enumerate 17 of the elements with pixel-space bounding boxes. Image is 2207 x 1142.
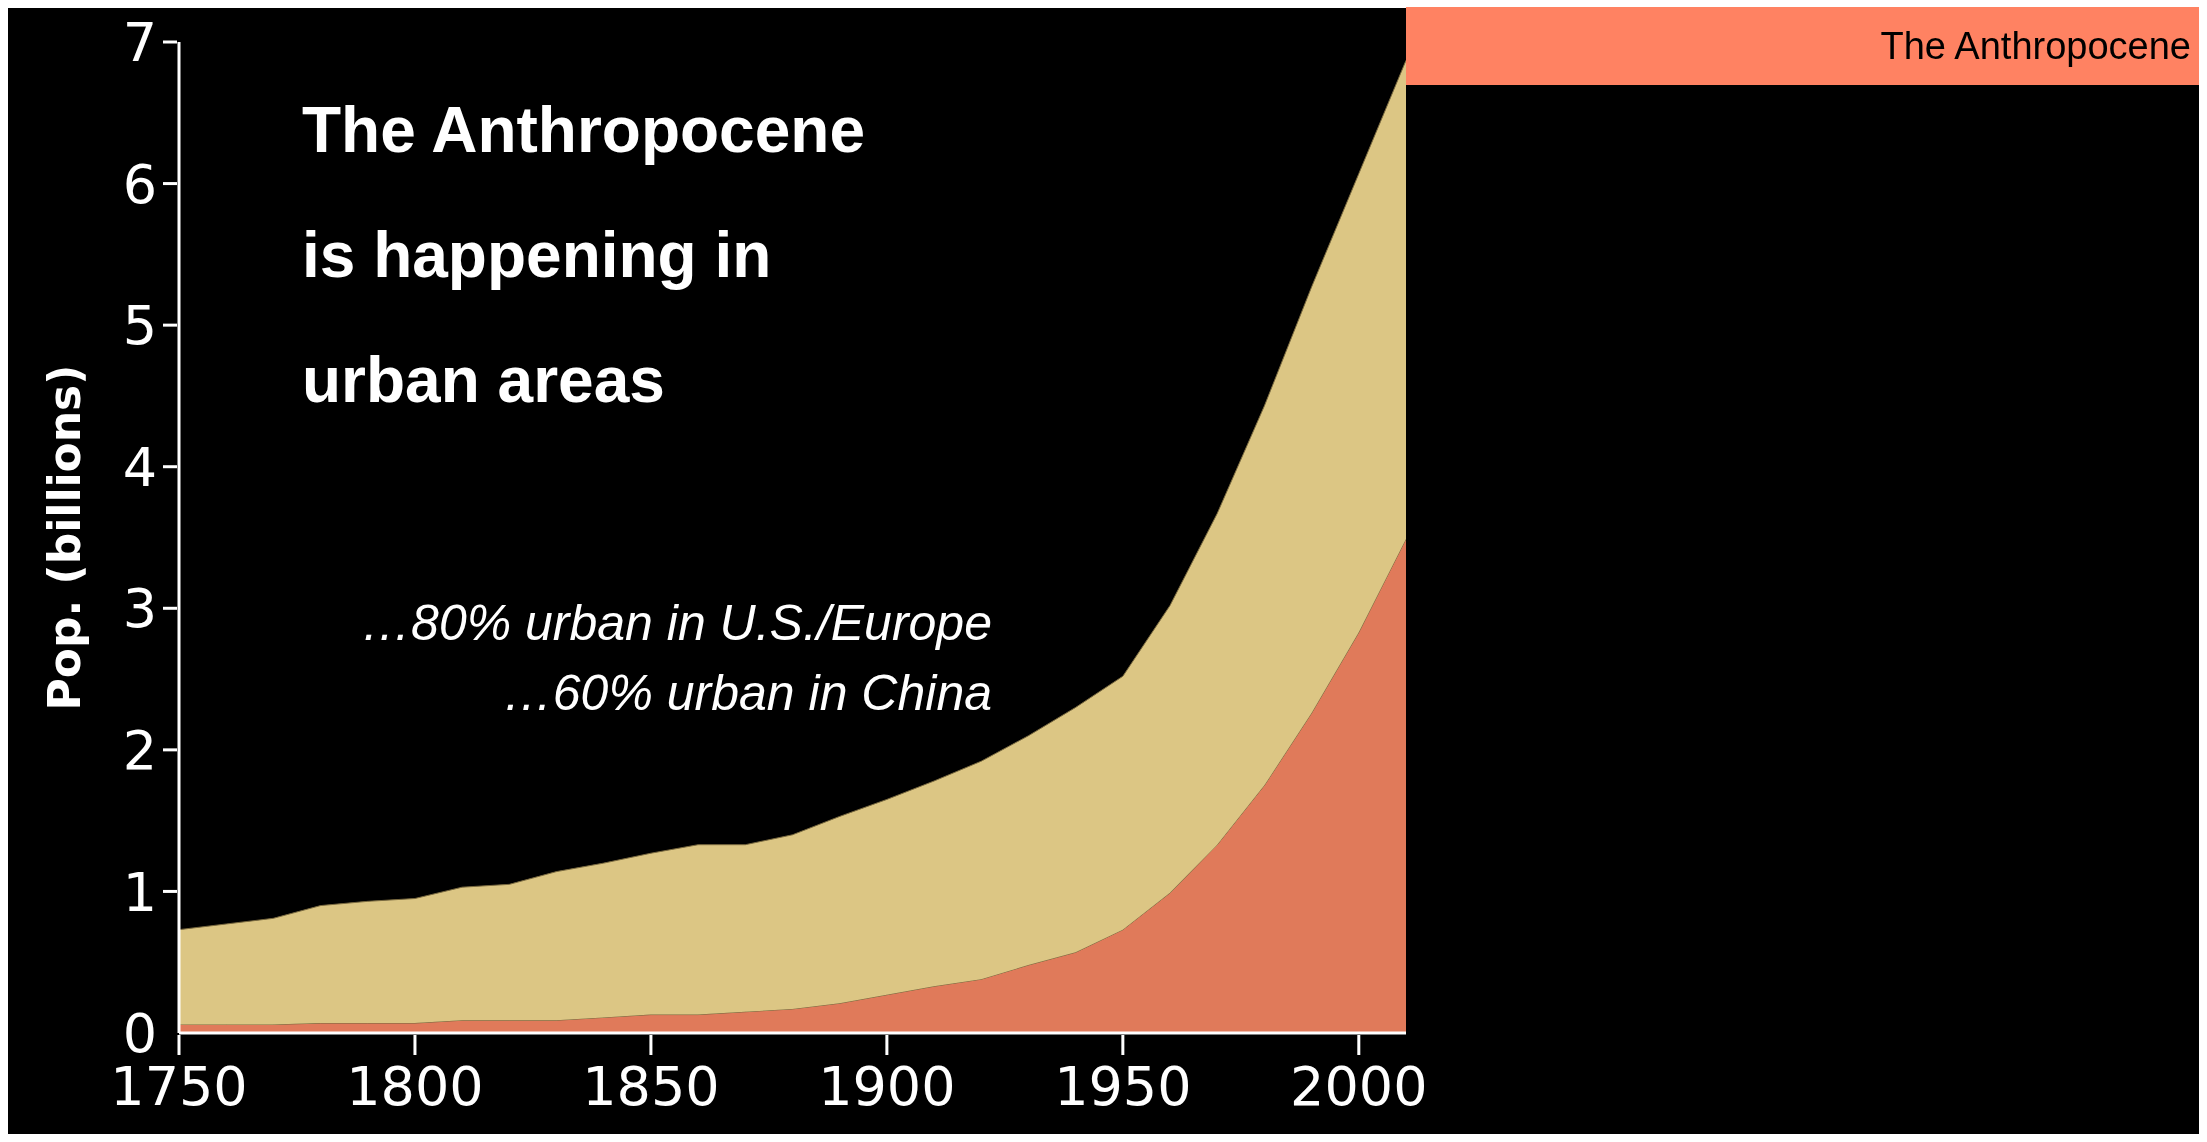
y-tick-label: 4 (122, 435, 157, 499)
y-tick-label: 6 (122, 152, 157, 216)
x-tick-label: 1850 (582, 1055, 720, 1118)
y-tick-label: 2 (122, 719, 157, 783)
y-tick-label: 7 (122, 11, 157, 75)
x-tick-label: 1950 (1054, 1055, 1192, 1118)
annotation: …80% urban in U.S./Europe (361, 594, 992, 653)
y-tick-label: 5 (122, 294, 157, 358)
y-axis-title: Pop. (billions) (38, 364, 90, 711)
y-tick-label: 3 (122, 577, 157, 641)
text: The Anthropocene (1406, 7, 2199, 85)
y-tick-label: 1 (122, 860, 157, 924)
x-tick-label: 2000 (1290, 1055, 1428, 1118)
annotation: …60% urban in China (501, 664, 992, 723)
x-tick-label: 1800 (346, 1055, 484, 1118)
text: The Anthropocene is happening in urban areas (302, 93, 866, 418)
x-tick-label: 1900 (818, 1055, 956, 1118)
